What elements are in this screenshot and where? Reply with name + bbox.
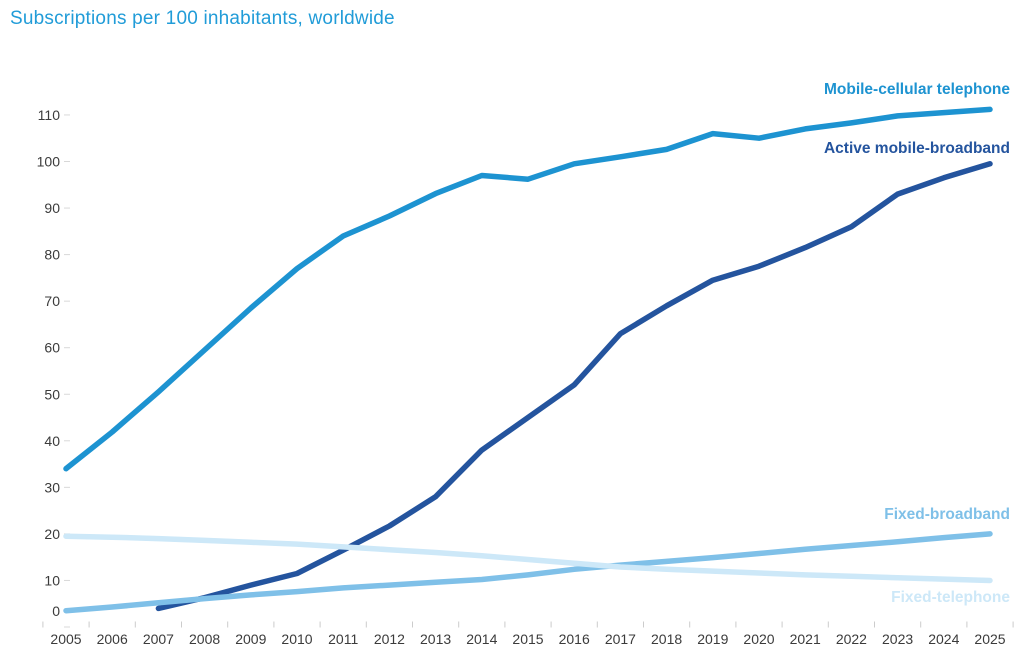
x-tick-label: 2019	[697, 631, 728, 647]
x-tick-label: 2013	[420, 631, 451, 647]
series-label-fixed-telephone: Fixed-telephone	[891, 589, 1010, 606]
x-tick-label: 2024	[928, 631, 959, 647]
chart-title: Subscriptions per 100 inhabitants, world…	[10, 8, 395, 29]
series-line-active-mobile-broadband	[155, 161, 993, 612]
y-tick-label: 90	[44, 200, 60, 216]
y-tick-label: 30	[44, 479, 60, 495]
y-tick-label: 110	[38, 107, 61, 123]
series-label-fixed-broadband: Fixed-broadband	[884, 506, 1010, 523]
x-tick-label: 2005	[50, 631, 81, 647]
series-label-mobile-cellular-telephone: Mobile-cellular telephone	[824, 81, 1010, 98]
y-tick-label: 70	[44, 293, 60, 309]
x-tick-label: 2009	[235, 631, 266, 647]
series-line-mobile-cellular-telephone	[63, 106, 993, 472]
series-labels: Mobile-cellular telephone Active mobile-b…	[824, 81, 1010, 606]
x-tick-label: 2012	[374, 631, 405, 647]
x-tick-label: 2014	[466, 631, 497, 647]
x-tick-label: 2008	[189, 631, 220, 647]
y-tick-label: 100	[37, 154, 61, 170]
x-tick-label: 2023	[882, 631, 913, 647]
x-tick-label: 2021	[790, 631, 821, 647]
y-tick-label: 80	[44, 247, 60, 263]
y-tick-label: 10	[44, 572, 60, 588]
x-tick-label: 2011	[328, 631, 358, 647]
series-line-fixed-broadband	[63, 531, 993, 614]
series-line-fixed-telephone	[63, 533, 993, 584]
x-tick-label: 2016	[559, 631, 590, 647]
x-tick-label: 2017	[605, 631, 636, 647]
y-axis: 0 10 20 30 40 50 60 70 80 90 100 110	[37, 107, 70, 628]
x-tick-label: 2025	[974, 631, 1005, 647]
x-tick-label: 2006	[97, 631, 128, 647]
y-tick-label: 0	[52, 603, 60, 619]
y-tick-label: 60	[44, 340, 60, 356]
x-tick-label: 2018	[651, 631, 682, 647]
series-label-active-mobile-broadband: Active mobile-broadband	[824, 140, 1010, 157]
y-tick-label: 40	[44, 433, 60, 449]
y-tick-label: 20	[44, 526, 60, 542]
x-tick-label: 2022	[836, 631, 867, 647]
y-tick-label: 50	[44, 386, 60, 402]
x-tick-label: 2007	[143, 631, 174, 647]
x-tick-label: 2020	[743, 631, 774, 647]
x-tick-label: 2015	[512, 631, 543, 647]
x-axis: 2005 2006 2007 2008 2009 2010 2011 2012 2013 2014…	[42, 621, 1014, 647]
x-tick-label: 2010	[281, 631, 312, 647]
series-lines	[63, 106, 993, 614]
